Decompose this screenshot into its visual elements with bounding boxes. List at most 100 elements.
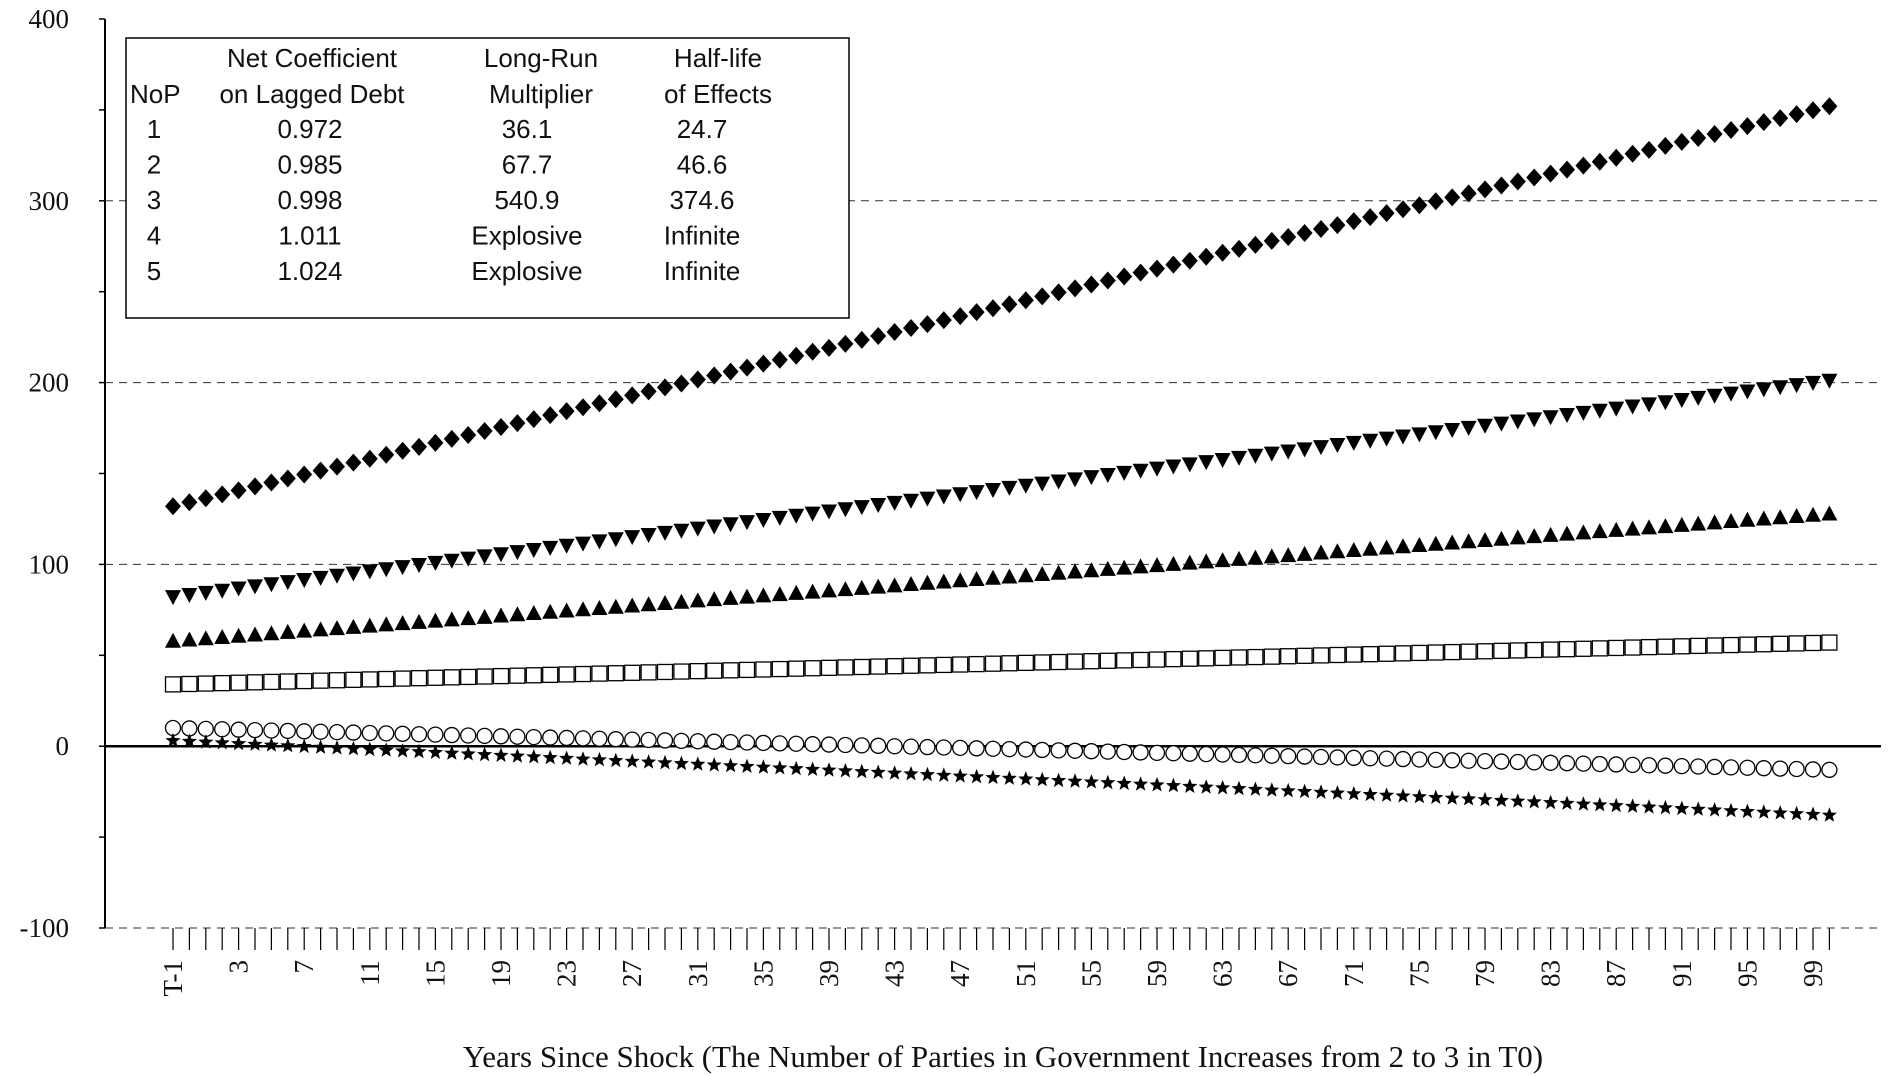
square-marker [591,665,608,682]
star-marker [1772,805,1788,820]
star-marker [477,746,493,762]
x-tick-label: T-1 [158,960,188,997]
square-marker [1394,645,1412,662]
square-marker [558,666,575,683]
square-marker [870,658,887,675]
triangle-down-marker [1805,375,1821,391]
star-marker [1592,797,1608,812]
square-marker [279,673,296,690]
x-tick-label: 35 [748,960,778,987]
triangle-down-marker [1821,373,1838,389]
circle-marker [1624,756,1641,774]
circle-marker [1460,752,1477,769]
star-marker [969,768,985,784]
triangle-up-marker [673,593,690,609]
triangle-down-marker [411,557,427,573]
diamond-marker [1001,295,1018,314]
star-marker [1411,788,1427,804]
triangle-down-marker [197,585,214,601]
triangle-down-marker [575,536,591,552]
triangle-down-marker [1526,412,1543,428]
triangle-up-marker [443,611,460,627]
triangle-down-marker [837,502,854,518]
circle-marker [1165,745,1182,762]
triangle-down-marker [1149,461,1165,477]
diamond-marker [1821,97,1838,116]
triangle-up-marker [1493,530,1510,546]
data-series [164,97,1838,822]
circle-marker [689,733,706,750]
triangle-up-marker [1050,564,1067,580]
triangle-down-marker [1460,420,1477,436]
triangle-down-marker [1772,380,1789,396]
circle-marker [1722,759,1740,776]
table-header: Net Coefficient [227,43,398,73]
square-marker [1690,637,1707,655]
diamond-marker [427,433,444,452]
square-marker [984,655,1002,672]
triangle-up-marker [558,602,575,618]
circle-marker [1558,755,1576,772]
triangle-down-marker [1214,453,1231,469]
star-marker [280,737,296,753]
triangle-up-marker [1165,555,1182,571]
triangle-up-marker [1099,560,1116,576]
circle-marker [1247,747,1264,764]
triangle-up-marker [804,583,821,599]
square-marker [1476,643,1494,660]
series-triangle-up-filled [165,505,1838,648]
circle-marker [1657,757,1674,774]
triangle-down-marker [1788,378,1805,394]
star-marker [1789,805,1805,821]
triangle-down-marker [1723,386,1739,402]
square-marker [476,668,493,685]
diamond-marker [575,398,591,417]
star-marker [1100,774,1116,790]
square-marker [1378,645,1395,662]
triangle-up-marker [1231,550,1247,566]
triangle-up-marker [1641,519,1657,535]
triangle-down-marker [1641,397,1657,413]
circle-marker [1099,743,1116,760]
diamond-marker [640,382,657,401]
triangle-up-marker [870,578,887,594]
table-cell: 1.024 [277,256,342,286]
x-tick-label: 15 [420,960,450,987]
triangle-down-marker [214,583,231,599]
star-marker [591,751,607,767]
triangle-down-marker [1624,399,1641,415]
star-marker [985,769,1001,785]
circle-marker [1427,751,1444,769]
diamond-marker [443,429,460,448]
triangle-down-marker [1509,414,1526,430]
triangle-up-marker [853,579,870,595]
y-tick-label: 0 [56,731,70,761]
star-marker [1362,786,1378,802]
star-marker [263,737,279,752]
diamond-marker [329,457,345,476]
star-marker [1756,804,1772,819]
circle-marker [1116,743,1133,761]
triangle-down-marker [1198,455,1215,471]
table-header: NoP [130,79,181,109]
triangle-up-marker [640,596,657,612]
y-tick-label: 400 [29,4,70,34]
table-cell: 3 [147,185,161,215]
square-marker [181,675,198,693]
circle-marker [1411,751,1428,768]
square-marker [525,667,542,684]
table-header: Half-life [674,43,762,73]
triangle-up-marker [214,628,231,644]
x-tick-label: 67 [1273,960,1303,987]
square-marker [640,664,657,681]
diamond-marker [1509,172,1526,191]
table-box [125,37,850,319]
triangle-up-marker [1198,553,1215,569]
circle-marker [624,731,641,748]
circle-marker [968,740,985,757]
circle-marker [771,735,788,752]
circle-marker [870,737,887,754]
square-marker [296,672,313,690]
circle-marker [1362,750,1379,767]
star-marker [837,763,853,778]
